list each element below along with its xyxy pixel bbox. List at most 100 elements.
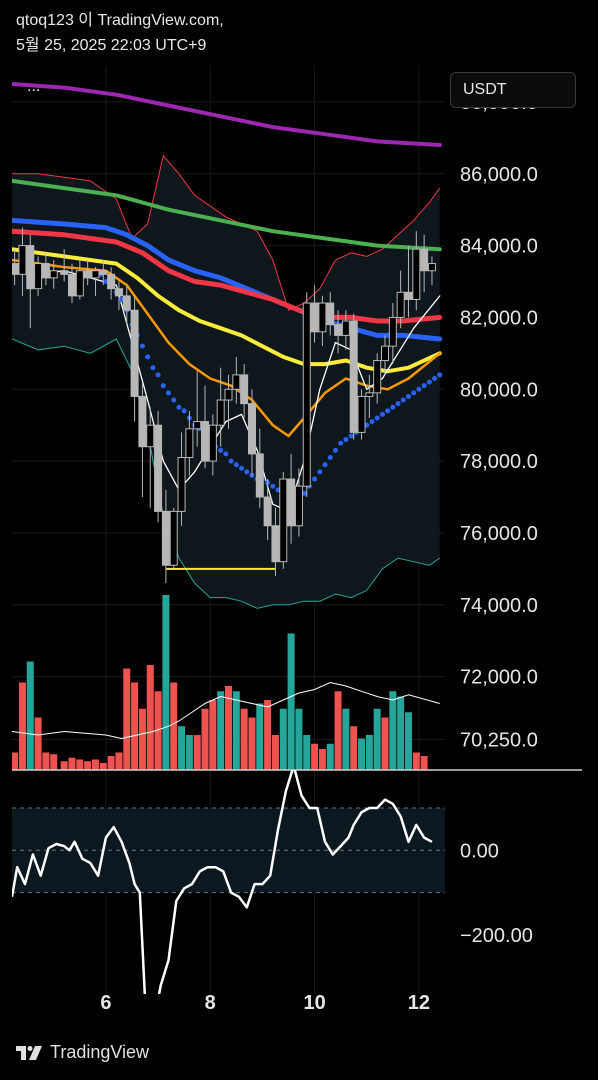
parabolic-sar-dot: [432, 375, 438, 381]
parabolic-sar-dot: [374, 415, 380, 421]
tradingview-logo-icon: [16, 1045, 42, 1060]
volume-bar: [68, 757, 76, 770]
candle-body: [169, 510, 178, 566]
volume-bar: [271, 735, 279, 770]
volume-bar: [326, 743, 334, 770]
candle-body: [177, 457, 186, 512]
candle-body: [302, 302, 311, 487]
candle-body: [404, 291, 413, 300]
candle-body: [318, 302, 327, 333]
volume-bar: [170, 682, 178, 770]
parabolic-sar-dot: [150, 365, 156, 371]
candle-body: [107, 273, 116, 290]
candle-body: [373, 360, 382, 394]
candle-body: [232, 374, 241, 390]
volume-bar: [295, 708, 303, 770]
candle-body: [12, 263, 19, 275]
candle-body: [271, 525, 280, 563]
candle-body: [396, 291, 405, 318]
price-axis-label: 82,000.0: [460, 307, 538, 329]
moving-average-line: [12, 178, 442, 252]
chart-canvas[interactable]: 88,000.086,000.084,000.082,000.080,000.0…: [12, 66, 582, 1030]
volume-bar: [42, 752, 50, 770]
candle-body: [114, 288, 123, 297]
candle-body: [255, 453, 264, 498]
candle-body: [34, 263, 43, 290]
currency-selector[interactable]: USDT: [450, 72, 576, 108]
volume-bar: [185, 735, 193, 770]
candle-body: [427, 263, 436, 272]
candle-body: [310, 302, 319, 333]
volume-bar: [248, 717, 256, 770]
volume-bar: [146, 665, 154, 770]
candle-body: [18, 245, 27, 275]
parabolic-sar-dot: [395, 401, 401, 407]
time-axis-label: 12: [408, 992, 430, 1014]
volume-bar: [358, 738, 366, 770]
candle-body: [146, 424, 155, 448]
parabolic-sar-dot: [405, 393, 411, 399]
author-line: qtoq123 이 TradingView.com,: [16, 12, 224, 29]
bollinger-lower-line: [12, 338, 441, 609]
volume-bar: [84, 761, 92, 770]
parabolic-sar-dot: [426, 379, 432, 385]
volume-bar: [311, 743, 319, 770]
volume-bar: [193, 735, 201, 770]
candle-body: [216, 399, 225, 426]
parabolic-sar-dot: [348, 433, 354, 439]
price-axis-label: 72,000.0: [460, 667, 538, 689]
volume-bar: [60, 761, 68, 770]
tradingview-wordmark: TradingView: [50, 1042, 150, 1062]
volume-bar: [404, 712, 412, 770]
volume-bar: [154, 691, 162, 770]
volume-bar: [334, 691, 342, 770]
moving-average-line: [12, 270, 441, 513]
candle-body: [294, 485, 303, 527]
volume-bar: [34, 717, 42, 770]
more-menu-icon[interactable]: ...: [27, 78, 41, 95]
time-axis-label: 6: [100, 992, 111, 1014]
candle-body: [193, 421, 202, 430]
candle-body: [279, 478, 288, 563]
parabolic-sar-dot: [322, 462, 328, 468]
chart-panel[interactable]: 88,000.086,000.084,000.082,000.080,000.0…: [12, 66, 582, 1030]
price-panel: [12, 82, 443, 770]
parabolic-sar-dot: [317, 469, 323, 475]
price-axis-label: 70,250.0: [460, 729, 538, 751]
volume-average-line: [12, 681, 440, 740]
parabolic-sar-dot: [181, 408, 187, 414]
parabolic-sar-dot: [270, 483, 276, 489]
time-axis-label: 8: [205, 992, 216, 1014]
candle-body: [208, 424, 217, 462]
oscillator-axis-label: 0.00: [460, 840, 499, 862]
volume-bar: [201, 708, 209, 770]
candle-body: [412, 248, 421, 300]
candle-body: [287, 478, 296, 527]
volume-bar: [178, 726, 186, 770]
price-axis-label: 76,000.0: [460, 523, 538, 545]
volume-bar: [342, 708, 350, 770]
volume-bar: [240, 708, 248, 770]
candle-body: [99, 270, 108, 275]
candle-body: [154, 424, 163, 512]
volume-bar: [256, 703, 264, 770]
candle-body: [60, 270, 69, 275]
parabolic-sar-dot: [390, 404, 396, 410]
tradingview-logo[interactable]: TradingView: [16, 1042, 149, 1063]
volume-bar: [26, 661, 34, 770]
volume-bar: [91, 759, 99, 770]
parabolic-sar-dot: [369, 419, 375, 425]
candle-body: [201, 421, 210, 462]
volume-bar: [131, 682, 139, 770]
candle-body: [138, 395, 147, 448]
volume-bar: [389, 691, 397, 770]
volume-bar: [76, 759, 84, 770]
candle-body: [224, 388, 233, 401]
candle-body: [240, 374, 249, 405]
volume-bar: [287, 633, 295, 770]
price-axis-label: 74,000.0: [460, 595, 538, 617]
parabolic-sar-dot: [233, 462, 239, 468]
candle-body: [357, 395, 366, 433]
volume-bar: [138, 708, 146, 770]
parabolic-sar-dot: [145, 354, 151, 360]
